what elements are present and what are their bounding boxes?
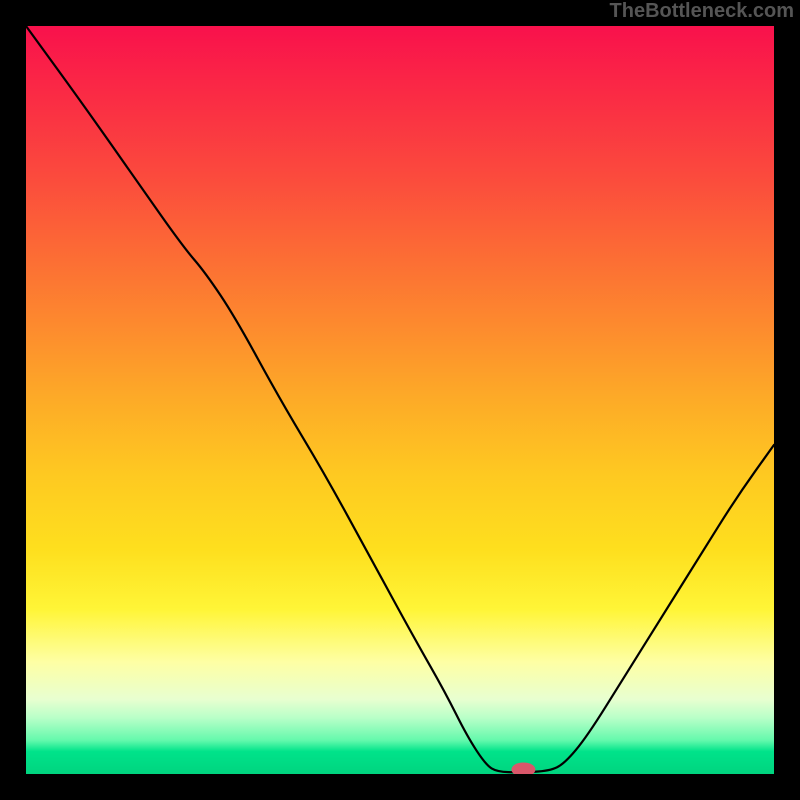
plot-area <box>26 26 774 774</box>
watermark-text: TheBottleneck.com <box>610 0 794 23</box>
chart-frame: TheBottleneck.com <box>0 0 800 800</box>
bottleneck-chart <box>0 0 800 800</box>
